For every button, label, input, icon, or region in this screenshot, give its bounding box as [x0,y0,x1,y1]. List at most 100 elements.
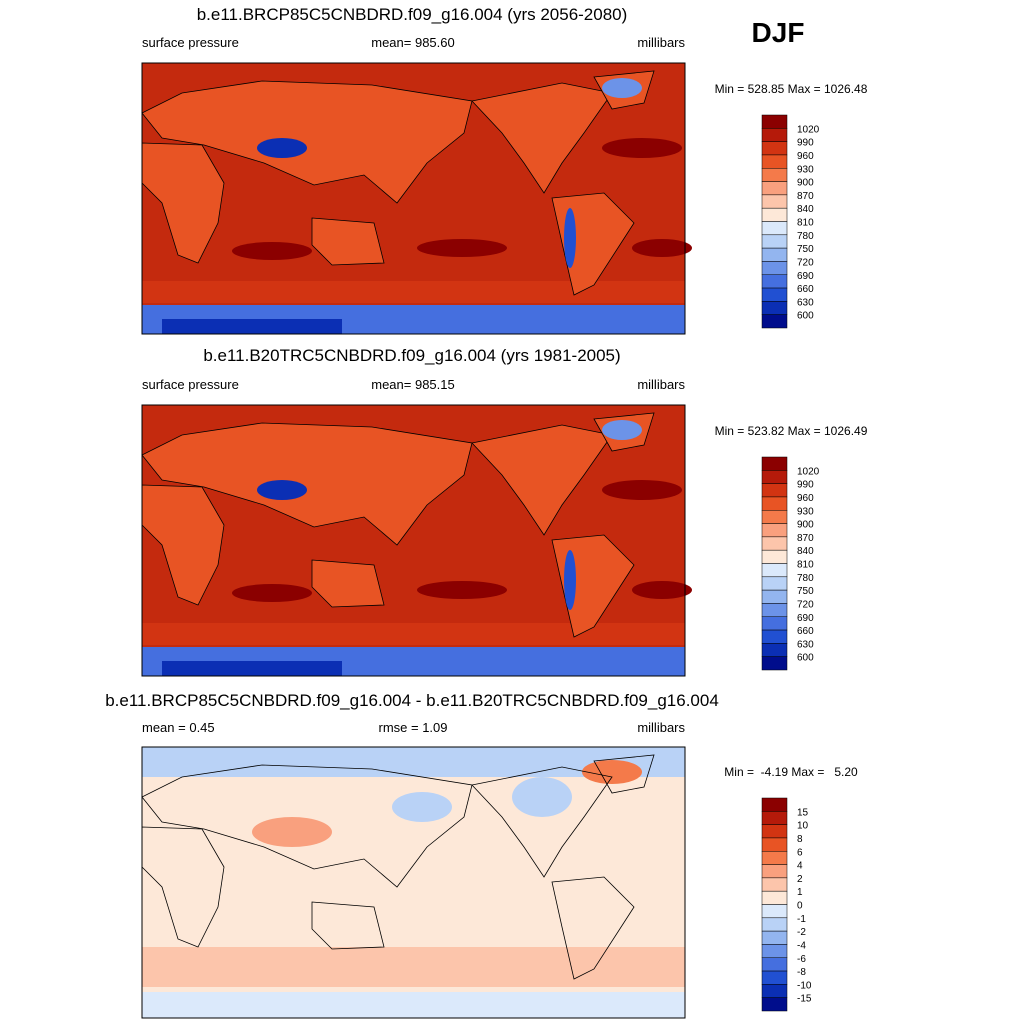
colorbar-box [761,851,788,865]
colorbar-label: 990 [797,138,814,149]
colorbar-box [761,877,788,892]
andes [564,208,576,268]
colorbar-label: -2 [797,927,806,938]
colorbar-label: 990 [797,480,814,491]
plateau [257,480,307,500]
high-cell [602,138,682,158]
colorbar-box [761,181,788,196]
land [141,764,473,888]
colorbar-box [761,536,788,551]
south-band [142,947,685,987]
colorbar-box [761,563,788,578]
min-max-label: Min = 523.82 Max = 1026.49 [715,424,868,438]
land [311,559,385,608]
antarctica-core [162,319,342,334]
colorbar-label: 1 [797,887,803,898]
land [551,876,635,980]
high-cell [417,581,507,599]
land [471,82,613,194]
panel-title: b.e11.BRCP85C5CNBDRD.f09_g16.004 (yrs 20… [197,5,628,24]
colorbar-box [761,247,788,262]
colorbar-label: 1020 [797,466,820,477]
colorbar-label: -8 [797,967,806,978]
plateau [257,138,307,158]
land [141,826,225,948]
colorbar-label: 660 [797,626,814,637]
map-frame [141,404,686,677]
land [311,901,385,950]
colorbar-box [761,930,788,945]
colorbar-box [761,589,788,604]
colorbar-box [761,523,788,538]
colorbar-label: -4 [797,940,806,951]
land [471,424,613,536]
colorbar-box [761,221,788,236]
land [311,217,385,266]
colorbar-box [761,154,788,169]
colorbar-box [761,456,788,471]
panel-units: millibars [637,720,685,735]
colorbar-box [761,944,788,958]
colorbar-box [761,510,788,524]
colorbar-box [761,287,788,302]
greenland-ice [602,420,642,440]
colorbar-box [761,168,788,182]
colorbar-label: -10 [797,980,812,991]
south-band [142,623,685,645]
colorbar-box [761,603,788,617]
colorbar-box [761,824,788,839]
colorbar-box [761,957,788,972]
panel-center-label: rmse = 1.09 [378,720,447,735]
panel-units: millibars [637,377,685,392]
colorbar-label: 780 [797,573,814,584]
colorbar-label: 720 [797,257,814,268]
colorbar-label: 4 [797,861,803,872]
colorbar-label: 900 [797,520,814,531]
colorbar-box [761,301,788,315]
colorbar-box [761,616,788,631]
colorbar-label: 660 [797,284,814,295]
panel-center-label: mean= 985.60 [371,35,454,50]
panel-title: b.e11.BRCP85C5CNBDRD.f09_g16.004 - b.e11… [105,691,719,710]
south-band [142,281,685,303]
panel-left-label: surface pressure [142,35,239,50]
colorbar-label: -6 [797,954,806,965]
colorbar-label: 930 [797,164,814,175]
map [141,746,686,1019]
colorbar-label: 810 [797,218,814,229]
high-cell [632,581,692,599]
panel-title: b.e11.B20TRC5CNBDRD.f09_g16.004 (yrs 198… [203,346,620,365]
colorbar-label: 750 [797,586,814,597]
colorbar-box [761,917,788,932]
colorbar-label: 750 [797,244,814,255]
colorbar-box [761,496,788,511]
colorbar-box [761,904,788,919]
colorbar-label: 810 [797,560,814,571]
colorbar-box [761,970,788,985]
colorbar-box [761,314,788,329]
colorbar-label: 600 [797,311,814,322]
antarctica-core [162,661,342,676]
anomaly [582,760,642,784]
colorbar-label: 930 [797,506,814,517]
panel-center-label: mean= 985.15 [371,377,454,392]
colorbar-box [761,629,788,644]
colorbar-box [761,864,788,879]
colorbar-box [761,643,788,657]
colorbar-box [761,656,788,671]
panel-left-label: surface pressure [142,377,239,392]
colorbar-label: -1 [797,914,806,925]
colorbar-label: 600 [797,653,814,664]
colorbar-label: 870 [797,191,814,202]
anomaly [512,777,572,817]
colorbar-box [761,114,788,129]
anomaly [252,817,332,847]
season-label: DJF [752,17,805,48]
colorbar-label: 630 [797,297,814,308]
panel-left-label: mean = 0.45 [142,720,215,735]
map [141,404,692,677]
colorbar-box [761,576,788,591]
colorbar-label: 15 [797,807,809,818]
high-cell [602,480,682,500]
